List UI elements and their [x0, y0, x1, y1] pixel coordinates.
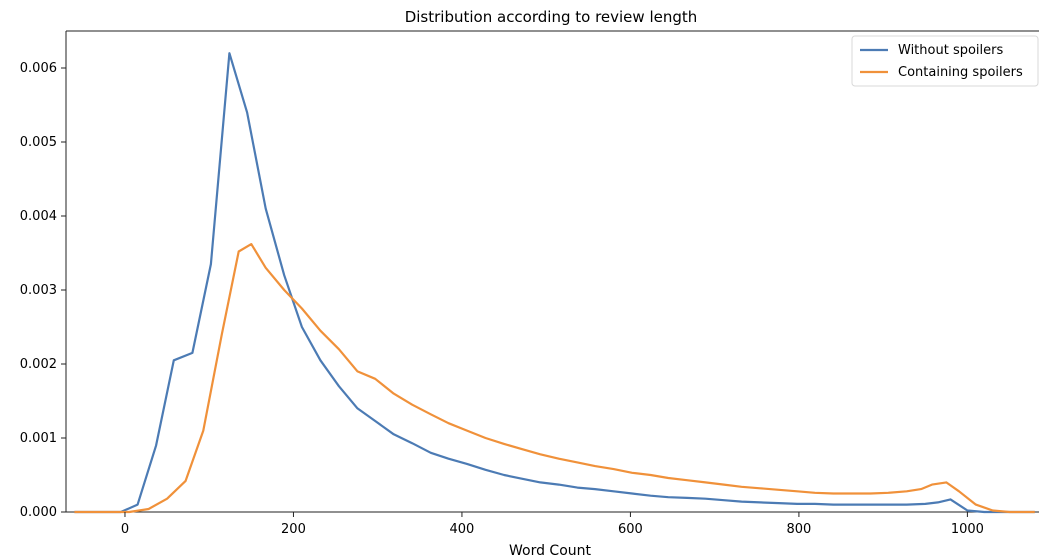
y-tick-label: 0.000	[20, 505, 57, 520]
y-tick-label: 0.004	[20, 209, 57, 224]
y-tick-label: 0.006	[20, 61, 57, 76]
y-tick-label: 0.003	[20, 283, 57, 298]
y-tick-label: 0.005	[20, 135, 57, 150]
x-tick-label: 0	[121, 522, 129, 537]
y-tick-label: 0.001	[20, 431, 57, 446]
legend-box	[851, 35, 1039, 87]
chart-title: Distribution according to review length	[405, 8, 698, 26]
x-tick-label: 400	[450, 522, 475, 537]
x-axis: 0 200 400 600 800 1000	[121, 512, 984, 537]
x-tick-label: 600	[618, 522, 643, 537]
plot-background	[66, 31, 1038, 512]
plot-area	[65, 30, 1039, 514]
x-tick-label: 1000	[951, 522, 984, 537]
x-axis-label: Word Count	[509, 543, 592, 558]
legend-label-0: Without spoilers	[898, 43, 1003, 58]
x-tick-label: 800	[786, 522, 811, 537]
series-line-1	[74, 243, 1035, 514]
x-tick-label: 200	[281, 522, 306, 537]
legend-label-1: Containing spoilers	[898, 65, 1023, 80]
y-axis: 0.000 0.001 0.002 0.003 0.004 0.005 0.006	[20, 61, 66, 520]
y-tick-label: 0.002	[20, 357, 57, 372]
legend: Without spoilers Containing spoilers	[851, 35, 1039, 87]
series-line-0	[74, 52, 1035, 514]
